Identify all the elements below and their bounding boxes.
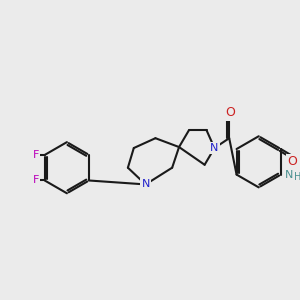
Text: O: O — [225, 106, 235, 119]
Text: N: N — [210, 143, 219, 153]
Text: N: N — [285, 169, 293, 180]
Text: H: H — [294, 172, 300, 182]
Text: N: N — [141, 179, 150, 189]
Text: F: F — [33, 176, 39, 185]
Text: F: F — [33, 150, 39, 160]
Text: O: O — [288, 155, 298, 168]
